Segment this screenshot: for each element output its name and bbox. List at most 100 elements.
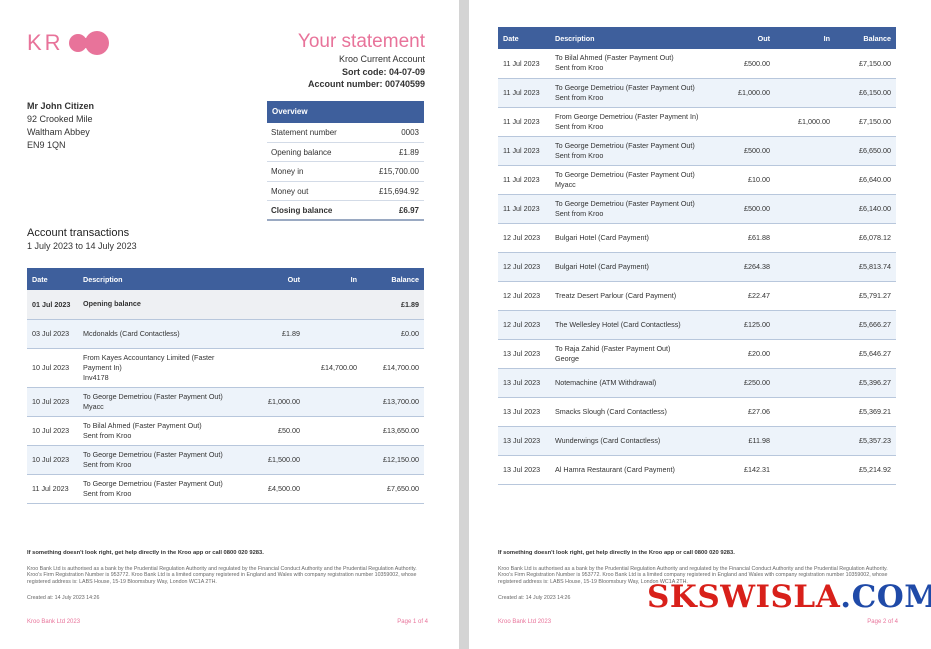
- out-cell: £264.38: [720, 252, 775, 282]
- in-cell: £1,000.00: [775, 107, 835, 137]
- overview-label: Opening balance: [271, 147, 332, 157]
- in-cell: [775, 310, 835, 340]
- description-line: Opening balance: [83, 299, 141, 309]
- in-cell: [775, 49, 835, 79]
- date-cell: 11 Jul 2023: [498, 78, 550, 108]
- description-line: To Bilal Ahmed (Faster Payment Out): [83, 420, 202, 430]
- help-text: If something doesn't look right, get hel…: [498, 550, 735, 556]
- date-cell: 11 Jul 2023: [27, 474, 78, 504]
- description-line: Sent from Kroo: [555, 92, 604, 102]
- address-line: 92 Crooked Mile: [27, 114, 93, 124]
- description-cell: To George Demetriou (Faster Payment Out)…: [78, 387, 250, 417]
- description-cell: Bulgari Hotel (Card Payment): [550, 252, 720, 282]
- balance-cell: £5,369.21: [835, 397, 896, 427]
- overview-row: Closing balance £6.97: [267, 201, 424, 221]
- transaction-row: 10 Jul 2023 To George Demetriou (Faster P…: [27, 387, 424, 417]
- in-cell: [775, 165, 835, 195]
- date-cell: 13 Jul 2023: [498, 426, 550, 456]
- balance-cell: £7,650.00: [362, 474, 424, 504]
- balance-cell: £5,214.92: [835, 455, 896, 485]
- in-cell: [775, 339, 835, 369]
- balance-cell: £6,650.00: [835, 136, 896, 166]
- date-cell: 12 Jul 2023: [498, 252, 550, 282]
- transaction-row: 11 Jul 2023 To George Demetriou (Faster P…: [498, 194, 896, 224]
- header-cell: Balance: [362, 268, 424, 290]
- in-cell: [775, 252, 835, 282]
- in-cell: [775, 136, 835, 166]
- date-cell: 11 Jul 2023: [498, 49, 550, 79]
- description-cell: To George Demetriou (Faster Payment Out)…: [550, 136, 720, 166]
- out-cell: £27.06: [720, 397, 775, 427]
- out-cell: £11.98: [720, 426, 775, 456]
- out-cell: £50.00: [250, 416, 305, 446]
- description-line: Sent from Kroo: [555, 208, 604, 218]
- description-line: Sent from Kroo: [83, 488, 132, 498]
- date-cell: 11 Jul 2023: [498, 136, 550, 166]
- balance-cell: £7,150.00: [835, 107, 896, 137]
- transaction-row: 13 Jul 2023 To Raja Zahid (Faster Payment…: [498, 339, 896, 369]
- transaction-row: 01 Jul 2023 Opening balance £1.89: [27, 290, 424, 320]
- in-cell: [775, 397, 835, 427]
- description-line: To George Demetriou (Faster Payment Out): [555, 140, 695, 150]
- date-cell: 11 Jul 2023: [498, 194, 550, 224]
- balance-cell: £14,700.00: [362, 348, 424, 388]
- legal-text: Kroo Bank Ltd is authorised as a bank by…: [498, 566, 888, 585]
- description-cell: To George Demetriou (Faster Payment Out)…: [550, 165, 720, 195]
- table-body: 01 Jul 2023 Opening balance £1.89 03 Jul 20…: [27, 290, 424, 504]
- table-body: 11 Jul 2023 To Bilal Ahmed (Faster Paymen…: [498, 49, 896, 485]
- balance-cell: £5,791.27: [835, 281, 896, 311]
- address-line: Waltham Abbey: [27, 127, 90, 137]
- date-cell: 10 Jul 2023: [27, 445, 78, 475]
- date-cell: 11 Jul 2023: [498, 165, 550, 195]
- out-cell: [720, 107, 775, 137]
- help-text: If something doesn't look right, get hel…: [27, 550, 264, 556]
- date-cell: 13 Jul 2023: [498, 368, 550, 398]
- header-cell: Balance: [835, 27, 896, 49]
- description-cell: Treatz Desert Parlour (Card Payment): [550, 281, 720, 311]
- balance-cell: £13,700.00: [362, 387, 424, 417]
- address-line: EN9 1QN: [27, 140, 66, 150]
- description-line: Sent from Kroo: [83, 430, 132, 440]
- description-line: Treatz Desert Parlour (Card Payment): [555, 290, 677, 300]
- description-cell: To Bilal Ahmed (Faster Payment Out) Sent …: [78, 416, 250, 446]
- watermark-text: .COM: [840, 579, 931, 615]
- balance-cell: £1.89: [362, 290, 424, 320]
- transaction-row: 13 Jul 2023 Notemachine (ATM Withdrawal) £…: [498, 368, 896, 398]
- in-cell: [305, 445, 362, 475]
- logo: KR: [27, 30, 64, 55]
- out-cell: [250, 348, 305, 388]
- overview-row: Statement number 0003: [267, 123, 424, 143]
- description-cell: To George Demetriou (Faster Payment Out)…: [78, 445, 250, 475]
- description-cell: Smacks Slough (Card Contactless): [550, 397, 720, 427]
- header-cell: In: [775, 27, 835, 49]
- account-number: Account number: 00740599: [307, 79, 425, 89]
- date-cell: 01 Jul 2023: [27, 290, 78, 320]
- out-cell: [250, 290, 305, 320]
- balance-cell: £5,396.27: [835, 368, 896, 398]
- description-line: Bulgari Hotel (Card Payment): [555, 261, 649, 271]
- description-line: Sent from Kroo: [555, 63, 604, 73]
- description-line: Smacks Slough (Card Contactless): [555, 406, 667, 416]
- description-cell: To Bilal Ahmed (Faster Payment Out) Sent …: [550, 49, 720, 79]
- header-cell: Description: [550, 27, 720, 49]
- overview-label: Money out: [271, 186, 309, 196]
- created-at: Created at: 14 July 2023 14:26: [498, 595, 571, 601]
- date-cell: 12 Jul 2023: [498, 223, 550, 253]
- in-cell: [775, 455, 835, 485]
- description-line: To George Demetriou (Faster Payment Out): [555, 198, 695, 208]
- out-cell: £1,500.00: [250, 445, 305, 475]
- description-line: Mcdonalds (Card Contactless): [83, 328, 180, 338]
- out-cell: £4,500.00: [250, 474, 305, 504]
- balance-cell: £5,357.23: [835, 426, 896, 456]
- description-line: The Wellesley Hotel (Card Contactless): [555, 319, 681, 329]
- transaction-row: 10 Jul 2023 To George Demetriou (Faster P…: [27, 445, 424, 475]
- date-cell: 12 Jul 2023: [498, 310, 550, 340]
- transaction-row: 12 Jul 2023 Bulgari Hotel (Card Payment) £…: [498, 223, 896, 253]
- transactions-table: Date Description Out In Balance 11 Jul 2023 To…: [498, 27, 896, 485]
- transaction-row: 10 Jul 2023 To Bilal Ahmed (Faster Paymen…: [27, 416, 424, 446]
- page: KR Your statement Kroo Current Account Sor…: [0, 0, 459, 649]
- out-cell: £142.31: [720, 455, 775, 485]
- watermark-text: SKSWISLA: [647, 579, 841, 615]
- out-cell: £500.00: [720, 136, 775, 166]
- date-cell: 10 Jul 2023: [27, 416, 78, 446]
